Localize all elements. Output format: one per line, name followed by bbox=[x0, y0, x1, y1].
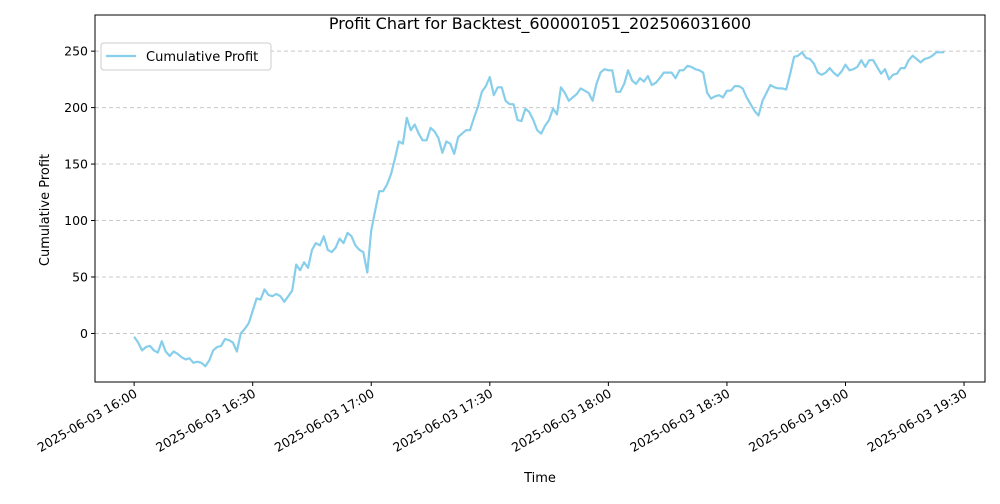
chart-title: Profit Chart for Backtest_600001051_2025… bbox=[329, 14, 751, 34]
y-tick-label: 100 bbox=[64, 213, 88, 228]
x-tick-label: 2025-06-03 18:30 bbox=[627, 386, 732, 455]
x-tick-label: 2025-06-03 19:30 bbox=[865, 386, 970, 455]
legend: Cumulative Profit bbox=[100, 42, 272, 71]
y-tick-label: 250 bbox=[64, 44, 88, 59]
y-tick-label: 200 bbox=[64, 100, 88, 115]
x-axis-label: Time bbox=[523, 471, 556, 486]
x-tick-label: 2025-06-03 17:30 bbox=[390, 386, 495, 455]
y-axis: 0 50 100 150 200 250 bbox=[64, 44, 95, 341]
x-tick-label: 2025-06-03 16:00 bbox=[35, 386, 140, 455]
legend-box bbox=[100, 42, 272, 71]
grid-lines bbox=[95, 50, 985, 334]
x-tick-label: 2025-06-03 18:00 bbox=[509, 386, 614, 455]
axes-frame bbox=[94, 14, 986, 383]
x-tick-label: 2025-06-03 17:00 bbox=[272, 386, 377, 455]
y-tick-label: 50 bbox=[72, 269, 88, 284]
x-tick-label: 2025-06-03 16:30 bbox=[153, 386, 258, 455]
y-tick-label: 150 bbox=[64, 157, 88, 172]
y-tick-label: 0 bbox=[80, 326, 88, 341]
y-axis-label: Cumulative Profit bbox=[38, 154, 53, 266]
legend-label: Cumulative Profit bbox=[146, 50, 258, 65]
x-tick-label: 2025-06-03 19:00 bbox=[746, 386, 851, 455]
x-axis: 2025-06-03 16:00 2025-06-03 16:30 2025-06-… bbox=[35, 382, 970, 455]
series-line-cumulative-profit bbox=[133, 51, 945, 368]
